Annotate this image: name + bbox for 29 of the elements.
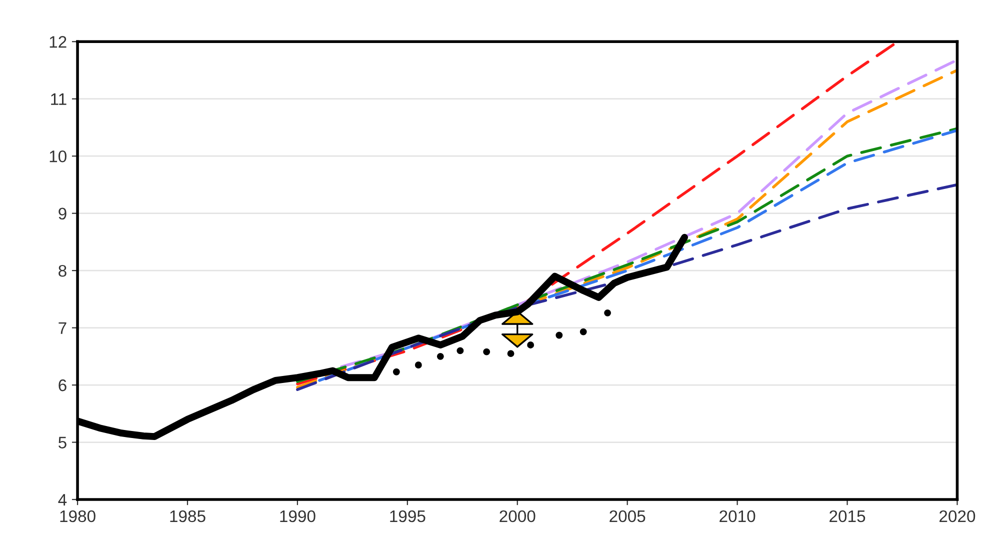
y-tick-label: 10 (50, 150, 66, 162)
x-tick-label: 1990 (280, 510, 316, 522)
point (604, 309, 612, 316)
point (436, 352, 444, 360)
point (580, 328, 587, 336)
y-tick-label: 11 (51, 93, 66, 105)
point (527, 341, 534, 348)
x-tick-label: 2000 (500, 510, 536, 522)
y-tick-label: 12 (50, 36, 66, 48)
point (507, 350, 514, 358)
x-tick-label: 1980 (60, 510, 96, 522)
point (414, 362, 422, 368)
y-tick-label: 6 (58, 379, 66, 392)
y-tick-label: 9 (58, 208, 66, 220)
y-tick-label: 7 (58, 322, 66, 334)
point (456, 347, 464, 354)
line-series (340, 58, 958, 368)
x-tick-label: 2005 (610, 510, 646, 522)
x-tick-label: 2015 (830, 510, 866, 522)
x-tick-label: 2010 (720, 510, 756, 522)
x-tick-label: 2020 (940, 510, 976, 522)
point (556, 332, 563, 339)
y-tick-label: 4 (58, 494, 67, 506)
x-tick-label: 1995 (390, 510, 426, 522)
point (392, 368, 400, 376)
y-tick-label: 8 (58, 264, 66, 277)
x-tick-label: 1985 (170, 510, 206, 522)
y-tick-label: 5 (58, 436, 66, 448)
point (483, 348, 490, 356)
